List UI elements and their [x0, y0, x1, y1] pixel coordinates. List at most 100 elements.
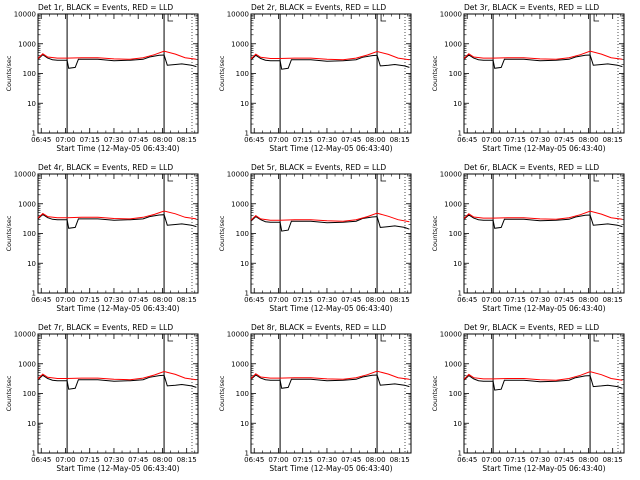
marker-bracket: [167, 174, 174, 182]
detector-panel: Det 4r, BLACK = Events, RED = LLD 1 10 100 1…: [0, 160, 213, 320]
y-axis-label: Counts/sec: [5, 375, 13, 411]
y-tick-label: 10: [240, 260, 249, 268]
y-tick-label: 10: [453, 420, 462, 428]
y-tick-label: 10000: [14, 331, 36, 339]
events-series-line: [463, 214, 623, 229]
x-tick-label: 06:45: [244, 456, 264, 464]
chart-svg: Det 2r, BLACK = Events, RED = LLD 1 10 100 1…: [218, 3, 412, 153]
y-tick-label: 10000: [227, 11, 249, 19]
y-tick-label: 10000: [440, 171, 462, 179]
x-axis-label: Start Time (12-May-05 06:43:40): [56, 304, 179, 313]
y-axis-label: Counts/sec: [218, 215, 226, 251]
chart-svg: Det 4r, BLACK = Events, RED = LLD 1 10 100 1…: [5, 163, 199, 313]
x-tick-label: 07:00: [268, 456, 288, 464]
events-series-line: [463, 54, 623, 69]
y-tick-label: 10000: [227, 331, 249, 339]
x-tick-label: 08:15: [390, 136, 410, 144]
marker-bracket: [380, 334, 387, 342]
lld-series-line: [37, 50, 197, 60]
chart-title: Det 3r, BLACK = Events, RED = LLD: [464, 3, 599, 12]
y-tick-label: 100: [236, 390, 249, 398]
events-series-line: [250, 374, 410, 389]
x-tick-label: 08:00: [578, 136, 598, 144]
lld-series-line: [250, 212, 410, 223]
x-tick-label: 07:30: [317, 296, 337, 304]
events-series-line: [37, 54, 197, 69]
chart-title: Det 4r, BLACK = Events, RED = LLD: [38, 163, 173, 172]
plot-frame: [37, 13, 199, 134]
y-tick-label: 10: [27, 420, 36, 428]
y-tick-label: 100: [23, 70, 36, 78]
y-axis-label: Counts/sec: [218, 375, 226, 411]
y-tick-label: 10: [453, 260, 462, 268]
x-tick-label: 07:45: [128, 296, 148, 304]
x-tick-label: 08:00: [152, 456, 172, 464]
y-tick-label: 10: [240, 420, 249, 428]
x-tick-label: 07:45: [341, 296, 361, 304]
chart-title: Det 6r, BLACK = Events, RED = LLD: [464, 163, 599, 172]
x-tick-label: 07:00: [55, 456, 75, 464]
chart-title: Det 1r, BLACK = Events, RED = LLD: [38, 3, 173, 12]
lld-series-line: [37, 370, 197, 381]
plot-frame: [250, 173, 412, 294]
x-tick-label: 06:45: [457, 296, 477, 304]
x-axis-label: Start Time (12-May-05 06:43:40): [482, 464, 605, 473]
x-tick-label: 07:00: [55, 136, 75, 144]
lld-series-line: [250, 370, 410, 380]
detector-panel: Det 2r, BLACK = Events, RED = LLD 1 10 100 1…: [213, 0, 426, 160]
plot-frame: [463, 13, 625, 134]
detector-panel: Det 6r, BLACK = Events, RED = LLD 1 10 100 1…: [426, 160, 639, 320]
x-tick-label: 08:15: [390, 296, 410, 304]
detector-panel: Det 3r, BLACK = Events, RED = LLD 1 10 100 1…: [426, 0, 639, 160]
x-tick-label: 08:15: [177, 296, 197, 304]
detector-panel: Det 8r, BLACK = Events, RED = LLD 1 10 100 1…: [213, 320, 426, 480]
y-tick-label: 1: [458, 290, 462, 298]
y-tick-label: 100: [23, 390, 36, 398]
y-tick-label: 10000: [227, 171, 249, 179]
x-tick-label: 08:15: [177, 456, 197, 464]
x-tick-label: 07:15: [293, 296, 313, 304]
x-tick-label: 07:30: [317, 456, 337, 464]
x-tick-label: 08:15: [177, 136, 197, 144]
x-tick-label: 07:15: [80, 296, 100, 304]
y-tick-label: 1000: [18, 200, 36, 208]
y-tick-label: 1: [32, 130, 36, 138]
x-tick-label: 07:00: [268, 296, 288, 304]
marker-bracket: [593, 174, 600, 182]
x-tick-label: 08:00: [578, 296, 598, 304]
events-series-line: [463, 374, 623, 391]
x-tick-label: 07:00: [481, 456, 501, 464]
x-tick-label: 07:45: [128, 136, 148, 144]
y-tick-label: 1: [245, 130, 249, 138]
marker-bracket: [380, 14, 387, 22]
x-tick-label: 07:30: [530, 456, 550, 464]
events-series-line: [37, 374, 197, 390]
x-tick-label: 07:15: [506, 136, 526, 144]
x-tick-label: 07:00: [268, 136, 288, 144]
x-axis-label: Start Time (12-May-05 06:43:40): [269, 304, 392, 313]
x-tick-label: 07:15: [506, 296, 526, 304]
detector-panel: Det 7r, BLACK = Events, RED = LLD 1 10 100 1…: [0, 320, 213, 480]
detector-panel: Det 1r, BLACK = Events, RED = LLD 1 10 100 1…: [0, 0, 213, 160]
x-tick-label: 07:45: [554, 136, 574, 144]
plot-frame: [37, 173, 199, 294]
x-axis-label: Start Time (12-May-05 06:43:40): [482, 144, 605, 153]
y-tick-label: 10: [27, 100, 36, 108]
x-tick-label: 06:45: [244, 136, 264, 144]
y-tick-label: 1: [32, 290, 36, 298]
events-series-line: [250, 54, 410, 70]
y-tick-label: 1: [458, 450, 462, 458]
x-tick-label: 06:45: [31, 456, 51, 464]
chart-svg: Det 8r, BLACK = Events, RED = LLD 1 10 100 1…: [218, 323, 412, 473]
y-tick-label: 1000: [444, 40, 462, 48]
y-axis-label: Counts/sec: [5, 55, 13, 91]
chart-title: Det 7r, BLACK = Events, RED = LLD: [38, 323, 173, 332]
y-tick-label: 10: [453, 100, 462, 108]
x-tick-label: 07:15: [293, 456, 313, 464]
x-tick-label: 08:00: [152, 136, 172, 144]
y-tick-label: 10000: [14, 11, 36, 19]
x-tick-label: 08:00: [365, 136, 385, 144]
x-tick-label: 07:15: [506, 456, 526, 464]
lld-series-line: [463, 371, 623, 381]
x-tick-label: 07:30: [104, 296, 124, 304]
